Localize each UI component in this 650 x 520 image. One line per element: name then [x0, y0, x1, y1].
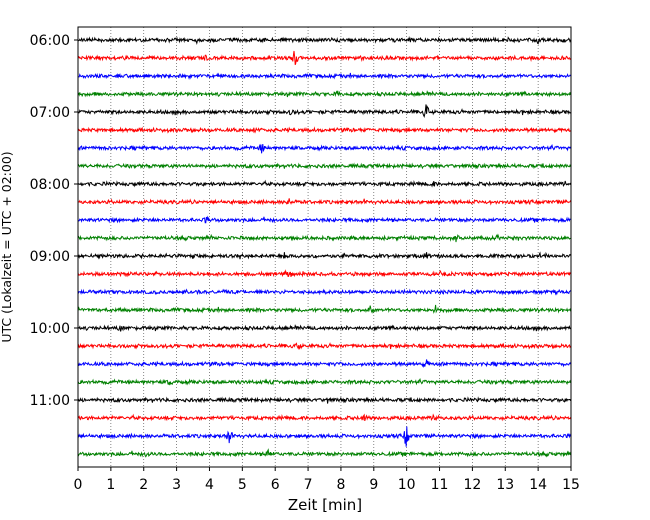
seismogram-trace	[77, 288, 571, 296]
y-tick-label: 08:00	[30, 177, 70, 193]
seismogram-trace	[77, 36, 572, 46]
seismogram-trace	[77, 269, 572, 278]
seismogram-trace	[77, 179, 572, 188]
y-tick-label: 07:00	[30, 105, 70, 121]
seismogram-trace	[77, 50, 571, 65]
x-axis-ticks: 0 1 2 3 4 5 6 7 8 9 10 11 12 13 14 15	[74, 467, 580, 493]
x-tick-label: 7	[304, 477, 313, 493]
x-tick-label: 5	[238, 477, 247, 493]
y-axis-label: UTC (Lokalzeit = UTC + 02:00)	[0, 151, 14, 342]
seismogram-trace	[77, 198, 572, 206]
seismogram-trace	[77, 359, 572, 369]
x-tick-label: 9	[369, 477, 378, 493]
seismogram-trace	[77, 251, 572, 260]
y-tick-label: 06:00	[30, 33, 70, 49]
x-tick-label: 12	[463, 477, 481, 493]
x-tick-label: 3	[172, 477, 181, 493]
plot-frame	[77, 26, 572, 468]
seismogram-trace	[77, 324, 571, 332]
seismogram-trace	[77, 378, 572, 386]
x-tick-label: 8	[336, 477, 345, 493]
seismogram-trace	[77, 233, 571, 243]
seismogram-trace	[77, 448, 572, 458]
seismogram-trace	[77, 104, 571, 118]
x-tick-label: 1	[106, 477, 115, 493]
x-tick-label: 6	[271, 477, 280, 493]
y-tick-label: 10:00	[30, 321, 70, 337]
x-tick-label: 15	[562, 477, 580, 493]
y-tick-label: 09:00	[30, 249, 70, 265]
seismogram-trace	[77, 342, 572, 350]
seismogram-trace	[77, 413, 572, 422]
x-tick-label: 0	[74, 477, 83, 493]
seismogram-trace	[77, 143, 572, 154]
seismogram-traces	[77, 36, 572, 458]
seismogram-trace	[77, 215, 571, 224]
seismogram-trace	[77, 304, 572, 314]
y-axis-ticks: 06:00 07:00 08:00 09:00 10:00 11:00	[30, 33, 78, 409]
x-axis-label: Zeit [min]	[288, 496, 362, 514]
x-tick-label: 13	[496, 477, 514, 493]
x-tick-label: 11	[431, 477, 449, 493]
x-tick-label: 10	[398, 477, 416, 493]
x-tick-label: 2	[139, 477, 148, 493]
seismogram-trace	[77, 126, 571, 134]
grid-lines	[110, 27, 539, 467]
x-tick-label: 14	[529, 477, 547, 493]
seismogram-trace	[77, 396, 572, 404]
seismogram-trace	[77, 162, 572, 170]
seismogram-trace	[77, 72, 571, 81]
seismogram-trace	[77, 90, 572, 98]
y-tick-label: 11:00	[30, 393, 70, 409]
seismogram-trace	[77, 426, 572, 447]
x-tick-label: 4	[205, 477, 214, 493]
